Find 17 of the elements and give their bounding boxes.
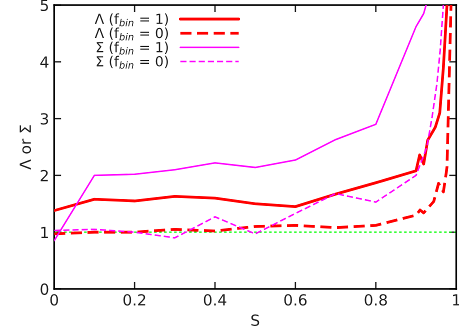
y-tick-label: 2 (40, 170, 48, 182)
x-tick-label: 0.6 (284, 294, 307, 306)
y-tick-label: 1 (41, 226, 48, 238)
y-tick-label: 4 (40, 56, 48, 68)
x-axis-title: S (251, 314, 260, 326)
x-tick-label: 0 (50, 294, 58, 306)
x-tick-label: 0.4 (204, 294, 226, 306)
y-tick-label: 3 (40, 113, 48, 125)
legend-label: Σ (f$_{bin}$ = 1) (96, 42, 168, 55)
y-tick-label: 0 (40, 283, 48, 295)
y-tick-label: 5 (40, 0, 48, 12)
legend-label: Σ (f$_{bin}$ = 0) (96, 56, 168, 69)
y-axis-title: Λ or Σ (20, 125, 32, 170)
x-tick-label: 0.8 (364, 294, 387, 306)
legend-label: Λ (f$_{bin}$ = 1) (94, 13, 168, 26)
x-tick-label: 0.2 (123, 294, 146, 306)
legend-label: Λ (f$_{bin}$ = 0) (94, 28, 168, 40)
